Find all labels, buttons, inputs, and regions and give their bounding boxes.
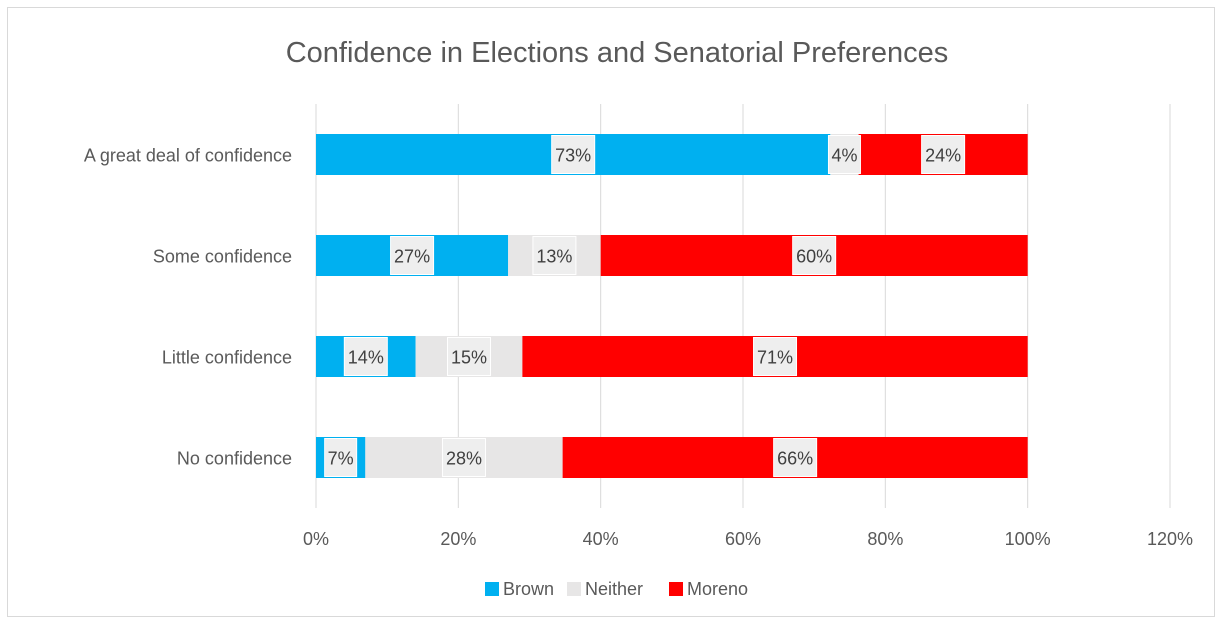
data-label-box bbox=[827, 135, 861, 174]
legend-label: Moreno bbox=[687, 579, 748, 599]
data-label-box bbox=[921, 135, 966, 174]
legend-label: Neither bbox=[585, 579, 643, 599]
category-labels: A great deal of confidence Some confidenc… bbox=[84, 146, 292, 469]
data-label-box bbox=[792, 236, 837, 275]
data-label: 13% bbox=[536, 247, 572, 267]
data-label-box bbox=[753, 337, 798, 376]
data-labels: 73% 4% 24% 27% 13% 60% 14% 15% 71% 7% 28% 66% bbox=[324, 135, 966, 477]
x-tick-label: 0% bbox=[303, 529, 329, 549]
legend: Brown Neither Moreno bbox=[485, 579, 748, 599]
x-tick-label: 40% bbox=[583, 529, 619, 549]
x-tick-labels: 0% 20% 40% 60% 80% 100% 120% bbox=[303, 529, 1193, 549]
legend-swatch-moreno bbox=[669, 582, 683, 596]
data-label-box bbox=[532, 236, 577, 275]
legend-swatch-brown bbox=[485, 582, 499, 596]
data-label: 15% bbox=[451, 348, 487, 368]
legend-label: Brown bbox=[503, 579, 554, 599]
category-label: A great deal of confidence bbox=[84, 146, 292, 166]
data-label: 27% bbox=[394, 247, 430, 267]
data-label: 24% bbox=[925, 146, 961, 166]
data-label: 14% bbox=[348, 348, 384, 368]
data-label: 73% bbox=[555, 146, 591, 166]
legend-swatch-neither bbox=[567, 582, 581, 596]
category-label: Some confidence bbox=[153, 247, 292, 267]
x-tick-label: 20% bbox=[440, 529, 476, 549]
data-label-box bbox=[324, 438, 358, 477]
data-label-box bbox=[773, 438, 818, 477]
data-label: 7% bbox=[328, 449, 354, 469]
data-label: 28% bbox=[446, 449, 482, 469]
data-label-box bbox=[441, 438, 486, 477]
chart-title: Confidence in Elections and Senatorial P… bbox=[286, 37, 949, 69]
data-label: 4% bbox=[831, 146, 857, 166]
data-label: 71% bbox=[757, 348, 793, 368]
data-label: 66% bbox=[777, 449, 813, 469]
x-tick-label: 80% bbox=[867, 529, 903, 549]
x-tick-label: 60% bbox=[725, 529, 761, 549]
bars bbox=[316, 134, 1028, 478]
data-label: 60% bbox=[796, 247, 832, 267]
chart-frame bbox=[7, 7, 1215, 617]
data-label-box bbox=[447, 337, 492, 376]
data-label-box bbox=[390, 236, 435, 275]
category-label: No confidence bbox=[177, 449, 292, 469]
x-tick-label: 120% bbox=[1147, 529, 1193, 549]
category-label: Little confidence bbox=[162, 348, 292, 368]
data-label-box bbox=[343, 337, 388, 376]
data-label-box bbox=[551, 135, 596, 174]
x-tick-label: 100% bbox=[1005, 529, 1051, 549]
